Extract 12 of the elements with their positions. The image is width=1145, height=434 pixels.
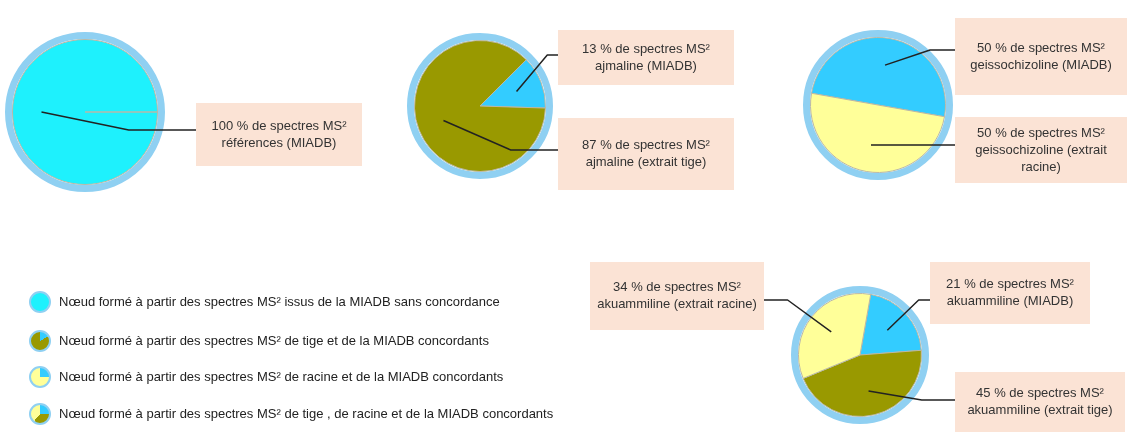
- text: Nœud formé à partir des spectres MS² de racine et de la MIADB concordants: [59, 369, 504, 384]
- data-label: 100 % de spectres MS² références (MIADB): [211, 117, 348, 150]
- text: Nœud formé à partir des spectres MS² issus de la MIADB sans concordance: [59, 294, 500, 309]
- data-label: 50 % de spectres MS² geissochizoline (MIADB): [970, 39, 1112, 72]
- data-label: 87 % de spectres MS² ajmaline (extrait tige): [582, 137, 711, 170]
- text: Nœud formé à partir des spectres MS² de tige et de la MIADB concordants: [59, 333, 489, 348]
- data-label: 21 % de spectres MS² akuammiline (MIADB): [946, 276, 1075, 309]
- text: Nœud formé à partir des spectres MS² de tige , de racine et de la MIADB concordants: [59, 406, 554, 421]
- data-label: 45 % de spectres MS² akuammiline (extrait tige): [967, 385, 1113, 418]
- data-label: 13 % de spectres MS² ajmaline (MIADB): [582, 40, 711, 73]
- data-label: 50 % de spectres MS² geissochizoline (extrait racine): [975, 124, 1108, 174]
- data-label: 34 % de spectres MS² akuammiline (extrait racine): [597, 279, 757, 312]
